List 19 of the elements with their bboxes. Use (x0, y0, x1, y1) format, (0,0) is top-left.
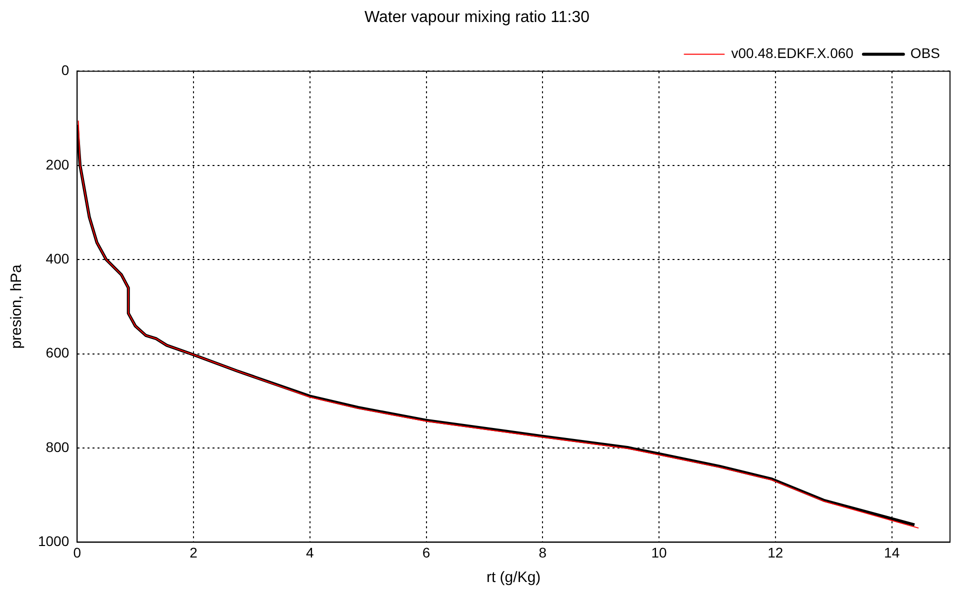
y-tick-label: 800 (46, 438, 70, 455)
x-tick-label: 10 (651, 544, 668, 560)
x-axis-title: rt (g/Kg) (486, 569, 541, 586)
x-tick-label: 4 (306, 544, 314, 560)
y-tick-label: 0 (61, 62, 70, 78)
x-tick-label: 2 (190, 544, 198, 560)
x-tick-label: 6 (422, 544, 430, 560)
x-tick-label: 14 (884, 544, 900, 560)
y-tick-label: 200 (46, 156, 70, 172)
legend-label: OBS (910, 45, 940, 62)
x-tick-label: 0 (73, 544, 82, 560)
y-axis-title: presion, hPa (8, 264, 26, 349)
y-tick-label: 1000 (38, 533, 70, 550)
y-tick-label: 400 (46, 250, 70, 266)
legend-label: v00.48.EDKF.X.060 (731, 45, 854, 62)
x-tick-label: 8 (538, 544, 547, 560)
y-tick-label: 600 (46, 344, 70, 361)
x-tick-label: 12 (768, 544, 784, 560)
chart-title: Water vapour mixing ratio 11:30 (364, 9, 590, 26)
